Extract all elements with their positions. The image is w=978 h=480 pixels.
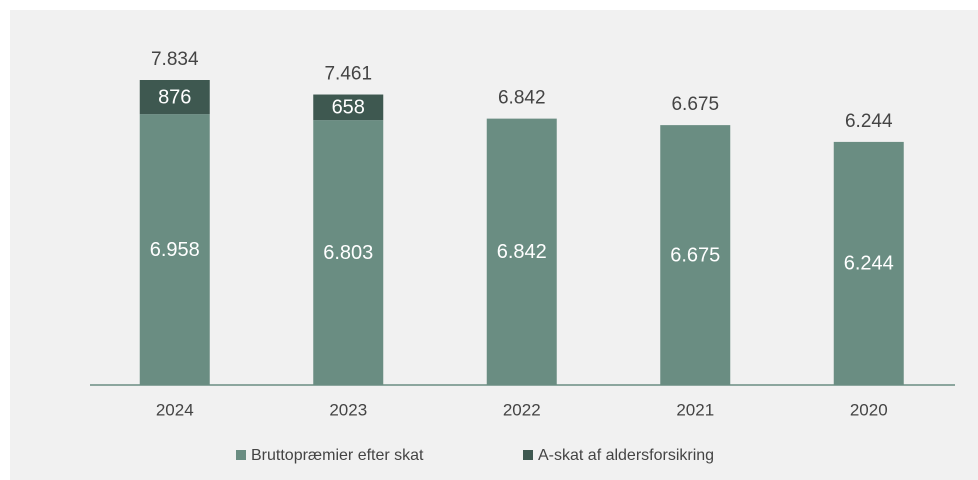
bar-value-label: 658 xyxy=(332,97,365,119)
total-label: 7.461 xyxy=(324,64,372,85)
total-label: 6.675 xyxy=(671,94,719,115)
total-label: 7.834 xyxy=(151,49,199,70)
x-tick-label: 2024 xyxy=(156,400,194,419)
bar-segment xyxy=(660,125,731,386)
bar-segment xyxy=(833,141,904,385)
bar-value-label: 6.958 xyxy=(150,239,200,261)
bar-segment xyxy=(139,114,210,386)
total-label: 6.842 xyxy=(498,88,546,109)
legend-label: A-skat af aldersforsikring xyxy=(538,447,714,464)
x-tick-label: 2022 xyxy=(503,400,541,419)
bar-segment xyxy=(313,94,384,121)
bar-value-label: 6.842 xyxy=(497,241,547,263)
total-label: 6.244 xyxy=(845,111,893,132)
bar-value-label: 6.244 xyxy=(844,253,894,275)
bar-value-label: 6.803 xyxy=(323,242,373,264)
x-tick-label: 2023 xyxy=(329,400,367,419)
bar-segment xyxy=(313,120,384,386)
bar-value-label: 876 xyxy=(158,86,191,108)
bar-value-label: 6.675 xyxy=(670,244,720,266)
x-tick-label: 2020 xyxy=(850,400,888,419)
legend-swatch xyxy=(523,450,533,460)
bar-segment xyxy=(139,80,210,115)
legend-swatch xyxy=(236,450,246,460)
legend-label: Bruttopræmier efter skat xyxy=(251,447,424,464)
bar-segment xyxy=(486,118,557,385)
x-tick-label: 2021 xyxy=(676,400,714,419)
